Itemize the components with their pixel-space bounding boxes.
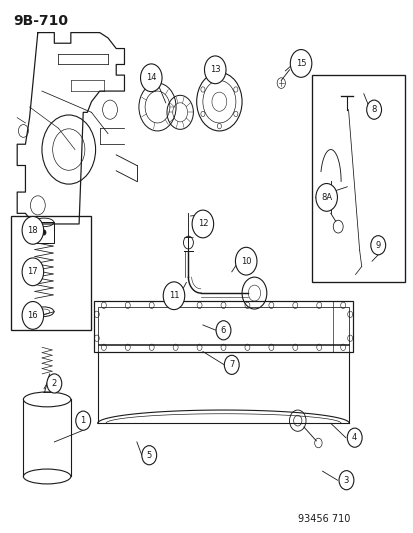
Circle shape	[338, 471, 353, 490]
Circle shape	[235, 247, 256, 275]
Bar	[311, 75, 404, 282]
Circle shape	[224, 356, 239, 374]
Text: 6: 6	[220, 326, 225, 335]
Text: 18: 18	[28, 226, 38, 235]
Text: 10: 10	[240, 257, 251, 265]
Circle shape	[347, 428, 361, 447]
Text: 93456 710: 93456 710	[297, 514, 349, 524]
Circle shape	[22, 216, 43, 244]
Text: 12: 12	[197, 220, 208, 229]
Circle shape	[204, 56, 225, 84]
Text: 8: 8	[370, 105, 376, 114]
Circle shape	[22, 302, 43, 329]
Circle shape	[22, 258, 43, 286]
Bar	[34, 222, 54, 243]
Text: 13: 13	[209, 66, 220, 74]
Text: 1: 1	[81, 416, 85, 425]
Text: 9B-710: 9B-710	[13, 14, 68, 28]
Text: 8A: 8A	[320, 193, 331, 202]
Bar	[98, 308, 348, 345]
Bar	[11, 216, 91, 330]
Text: 14: 14	[146, 73, 156, 82]
Bar	[97, 344, 349, 352]
Circle shape	[76, 411, 90, 430]
Circle shape	[192, 210, 213, 238]
Text: 4: 4	[351, 433, 356, 442]
Text: 17: 17	[28, 268, 38, 276]
Circle shape	[42, 230, 46, 235]
Circle shape	[370, 236, 385, 255]
Text: 3: 3	[343, 476, 348, 484]
Text: 11: 11	[169, 291, 179, 300]
Circle shape	[216, 321, 230, 340]
Text: 2: 2	[52, 379, 57, 388]
Text: 16: 16	[28, 311, 38, 320]
Text: 7: 7	[228, 360, 234, 369]
Circle shape	[163, 282, 184, 310]
Circle shape	[142, 446, 156, 465]
Circle shape	[140, 64, 161, 92]
Circle shape	[366, 100, 381, 119]
Text: 15: 15	[295, 59, 306, 68]
Text: 5: 5	[146, 451, 152, 460]
Bar	[93, 301, 353, 352]
Circle shape	[47, 374, 62, 393]
Circle shape	[315, 183, 337, 211]
Text: 9: 9	[375, 241, 380, 250]
Circle shape	[290, 50, 311, 77]
